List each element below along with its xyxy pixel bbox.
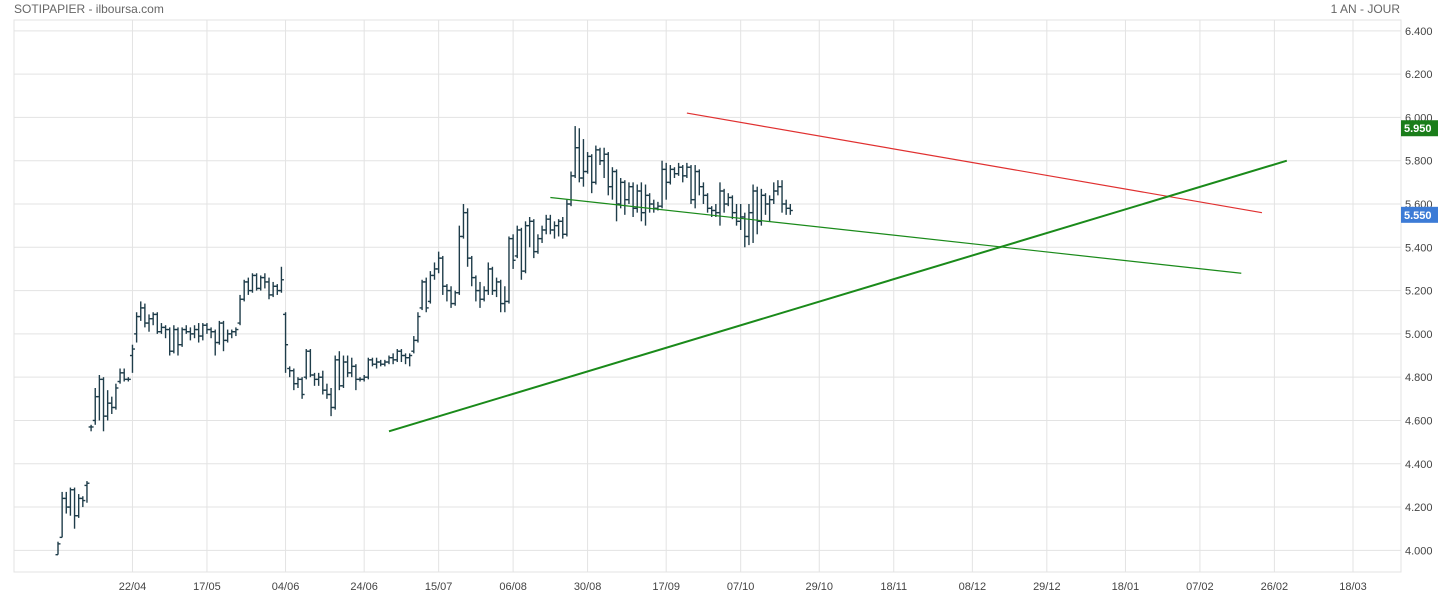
price-bars xyxy=(55,126,793,556)
ohlc-bar xyxy=(278,266,284,293)
x-tick-label: 26/02 xyxy=(1261,581,1289,593)
price-label-box xyxy=(1401,120,1438,137)
ohlc-bar xyxy=(299,377,305,399)
x-axis: 22/04 17/05 04/06 24/06 15/07 06/08 30/08 17/09… xyxy=(119,581,1367,593)
y-tick-label: 5.000 xyxy=(1405,329,1433,341)
trendline-support-thin xyxy=(550,196,1242,274)
chart-period-label[interactable]: 1 AN - JOUR xyxy=(1330,2,1400,16)
chart-source-title: SOTIPAPIER - ilboursa.com xyxy=(14,2,164,16)
ohlc-bar xyxy=(415,312,421,343)
ohlc-bar xyxy=(55,541,61,556)
ohlc-bar xyxy=(510,234,516,269)
ohlc-bar xyxy=(129,344,135,373)
x-tick-label: 15/07 xyxy=(425,581,453,593)
x-tick-label: 04/06 xyxy=(272,581,300,593)
price-label-text: 5.950 xyxy=(1404,123,1432,135)
x-tick-label: 17/05 xyxy=(193,581,221,593)
x-tick-label: 18/11 xyxy=(880,581,907,593)
y-tick-label: 4.800 xyxy=(1405,372,1433,384)
y-tick-label: 4.600 xyxy=(1405,415,1433,427)
y-tick-label: 4.200 xyxy=(1405,502,1433,514)
x-tick-label: 22/04 xyxy=(119,581,147,593)
grid xyxy=(14,20,1401,572)
ohlc-bar xyxy=(233,327,239,337)
x-tick-label: 06/08 xyxy=(499,581,527,593)
ohlc-bar xyxy=(283,312,289,373)
y-tick-label: 5.200 xyxy=(1405,286,1433,298)
x-tick-label: 18/03 xyxy=(1339,581,1367,593)
ohlc-bar xyxy=(423,277,429,313)
x-tick-label: 17/09 xyxy=(652,581,680,593)
x-tick-label: 07/02 xyxy=(1186,581,1214,593)
y-tick-label: 4.000 xyxy=(1405,545,1433,557)
x-tick-label: 30/08 xyxy=(574,581,602,593)
ohlc-bar xyxy=(80,496,86,508)
x-tick-label: 18/01 xyxy=(1112,581,1140,593)
trendlines xyxy=(388,112,1288,433)
ohlc-bar xyxy=(407,353,413,367)
ohlc-bar xyxy=(113,383,119,410)
x-tick-label: 24/06 xyxy=(350,581,378,593)
ohlc-bar xyxy=(84,481,90,503)
y-tick-label: 6.200 xyxy=(1405,69,1433,81)
trendline-support-thick xyxy=(388,159,1288,433)
y-tick-label: 5.400 xyxy=(1405,242,1433,254)
y-tick-label: 5.800 xyxy=(1405,156,1433,168)
y-axis: 4.000 4.200 4.400 4.600 4.800 5.000 5.200 5.400… xyxy=(1405,26,1433,558)
x-tick-label: 08/12 xyxy=(959,581,987,593)
y-tick-label: 4.400 xyxy=(1405,459,1433,471)
price-label-box xyxy=(1401,206,1438,223)
y-tick-label: 6.400 xyxy=(1405,26,1433,38)
x-tick-label: 29/10 xyxy=(806,581,834,593)
x-tick-label: 07/10 xyxy=(727,581,755,593)
x-tick-label: 29/12 xyxy=(1033,581,1061,593)
plot-frame xyxy=(13,19,1402,573)
price-label-text: 5.550 xyxy=(1404,210,1432,222)
ohlc-bar xyxy=(88,424,94,432)
ohlc-bar xyxy=(787,204,793,215)
ohlc-bar xyxy=(125,377,131,382)
price-labels: 5.950 5.550 xyxy=(1401,120,1438,223)
